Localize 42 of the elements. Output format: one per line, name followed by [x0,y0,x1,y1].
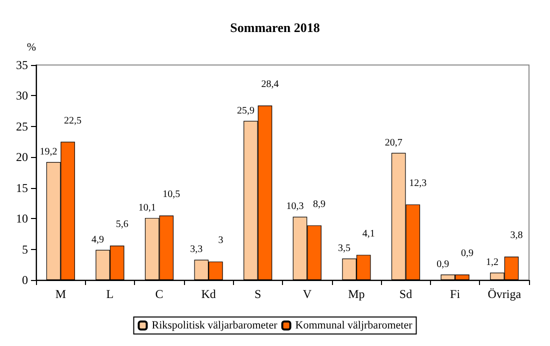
legend-label: Kommunal väljrbarometer [295,320,413,332]
y-tick-label: 20 [16,150,28,164]
data-label: 8,9 [313,198,326,210]
data-label: 3,3 [190,244,203,256]
data-label: 4,1 [362,228,375,240]
x-tick-label: C [155,287,164,301]
legend-label: Rikspolitisk väljarbarometer [152,320,278,332]
data-label: 0,9 [436,258,450,270]
data-label: 5,6 [116,219,128,230]
x-tick-label: Fi [450,287,461,301]
x-tick-label: Kd [201,287,216,301]
x-tick-label: Mp [348,287,365,301]
y-tick-label: 5 [22,242,28,256]
data-label: 22,5 [64,115,82,126]
data-label: 12,3 [409,178,427,189]
data-label: 19,2 [40,146,58,158]
data-label: 4,9 [92,234,104,246]
data-label: 0,9 [460,248,474,259]
x-tick-label: V [302,287,312,301]
data-label: 3 [218,235,224,246]
y-tick-label: 15 [16,180,28,195]
data-label: 20,7 [384,137,402,148]
y-tick-label: 30 [16,88,28,103]
data-label: 25,9 [236,105,254,116]
y-axis-title: % [26,42,36,54]
y-tick-label: 35 [16,58,28,72]
y-tick-label: 10 [16,212,28,226]
chart-title: Sommaren 2018 [230,20,320,35]
data-label: 10,1 [138,202,156,214]
x-tick-label: Övriga [488,287,522,301]
data-label: 10,5 [162,189,180,200]
data-label: 3,8 [510,230,523,242]
x-tick-label: Sd [399,287,412,301]
data-label: 3,5 [338,243,351,254]
data-label: 1,2 [486,257,498,268]
data-label: 10,3 [286,201,304,212]
x-tick-label: S [254,287,262,301]
y-tick-label: 0 [22,273,28,287]
y-tick-label: 25 [16,119,28,134]
x-tick-label: L [106,287,114,301]
data-label: 28,4 [261,79,279,90]
x-tick-label: M [55,287,66,301]
